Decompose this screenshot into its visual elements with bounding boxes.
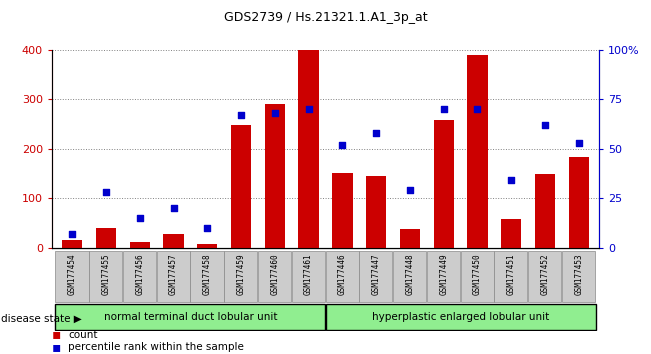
FancyBboxPatch shape bbox=[157, 251, 190, 302]
FancyBboxPatch shape bbox=[359, 251, 393, 302]
Point bbox=[135, 215, 145, 221]
FancyBboxPatch shape bbox=[562, 251, 595, 302]
Point bbox=[169, 205, 179, 211]
Point bbox=[337, 142, 348, 148]
Point bbox=[236, 112, 246, 118]
Text: GSM177453: GSM177453 bbox=[574, 253, 583, 295]
FancyBboxPatch shape bbox=[224, 251, 257, 302]
FancyBboxPatch shape bbox=[292, 251, 325, 302]
Bar bbox=[265, 104, 285, 248]
Bar bbox=[366, 176, 386, 248]
Bar bbox=[96, 228, 117, 248]
Point bbox=[574, 140, 584, 145]
Bar bbox=[534, 175, 555, 248]
Text: GSM177455: GSM177455 bbox=[102, 253, 111, 295]
FancyBboxPatch shape bbox=[123, 251, 156, 302]
Text: GSM177452: GSM177452 bbox=[540, 253, 549, 295]
Bar bbox=[197, 244, 217, 248]
Text: GSM177454: GSM177454 bbox=[68, 253, 77, 295]
Text: GSM177447: GSM177447 bbox=[372, 253, 381, 295]
Point bbox=[405, 188, 415, 193]
Text: ▪: ▪ bbox=[52, 340, 61, 354]
Bar bbox=[62, 240, 83, 248]
Text: GSM177448: GSM177448 bbox=[406, 253, 415, 295]
Point bbox=[270, 110, 280, 116]
Text: GSM177460: GSM177460 bbox=[270, 253, 279, 295]
Text: GDS2739 / Hs.21321.1.A1_3p_at: GDS2739 / Hs.21321.1.A1_3p_at bbox=[224, 11, 427, 24]
FancyBboxPatch shape bbox=[326, 304, 596, 330]
Bar bbox=[299, 50, 319, 248]
Text: GSM177449: GSM177449 bbox=[439, 253, 448, 295]
Bar bbox=[501, 219, 521, 248]
Bar bbox=[231, 125, 251, 248]
Text: GSM177461: GSM177461 bbox=[304, 253, 313, 295]
Text: count: count bbox=[68, 330, 98, 339]
Bar bbox=[130, 242, 150, 248]
Text: GSM177458: GSM177458 bbox=[203, 253, 212, 295]
Point bbox=[506, 178, 516, 183]
FancyBboxPatch shape bbox=[528, 251, 561, 302]
Point bbox=[101, 189, 111, 195]
Point bbox=[540, 122, 550, 128]
Text: normal terminal duct lobular unit: normal terminal duct lobular unit bbox=[104, 312, 277, 322]
Text: GSM177456: GSM177456 bbox=[135, 253, 145, 295]
Point bbox=[438, 106, 449, 112]
Point bbox=[67, 231, 77, 237]
FancyBboxPatch shape bbox=[494, 251, 527, 302]
Bar bbox=[332, 173, 352, 248]
Bar bbox=[568, 157, 589, 248]
Point bbox=[202, 225, 213, 231]
Bar bbox=[400, 229, 420, 248]
FancyBboxPatch shape bbox=[258, 251, 291, 302]
FancyBboxPatch shape bbox=[89, 251, 122, 302]
FancyBboxPatch shape bbox=[326, 251, 359, 302]
FancyBboxPatch shape bbox=[427, 251, 460, 302]
Point bbox=[303, 106, 314, 112]
Text: ▪: ▪ bbox=[52, 327, 61, 342]
Text: percentile rank within the sample: percentile rank within the sample bbox=[68, 342, 244, 352]
Point bbox=[472, 106, 482, 112]
Bar bbox=[434, 120, 454, 248]
Bar bbox=[163, 234, 184, 248]
Text: GSM177457: GSM177457 bbox=[169, 253, 178, 295]
FancyBboxPatch shape bbox=[55, 251, 89, 302]
Text: disease state ▶: disease state ▶ bbox=[1, 314, 81, 324]
Point bbox=[371, 130, 381, 136]
Text: hyperplastic enlarged lobular unit: hyperplastic enlarged lobular unit bbox=[372, 312, 549, 322]
FancyBboxPatch shape bbox=[393, 251, 426, 302]
Bar bbox=[467, 55, 488, 248]
FancyBboxPatch shape bbox=[55, 304, 325, 330]
Text: GSM177459: GSM177459 bbox=[236, 253, 245, 295]
Text: GSM177446: GSM177446 bbox=[338, 253, 347, 295]
FancyBboxPatch shape bbox=[191, 251, 223, 302]
Text: GSM177451: GSM177451 bbox=[506, 253, 516, 295]
Text: GSM177450: GSM177450 bbox=[473, 253, 482, 295]
FancyBboxPatch shape bbox=[460, 251, 493, 302]
